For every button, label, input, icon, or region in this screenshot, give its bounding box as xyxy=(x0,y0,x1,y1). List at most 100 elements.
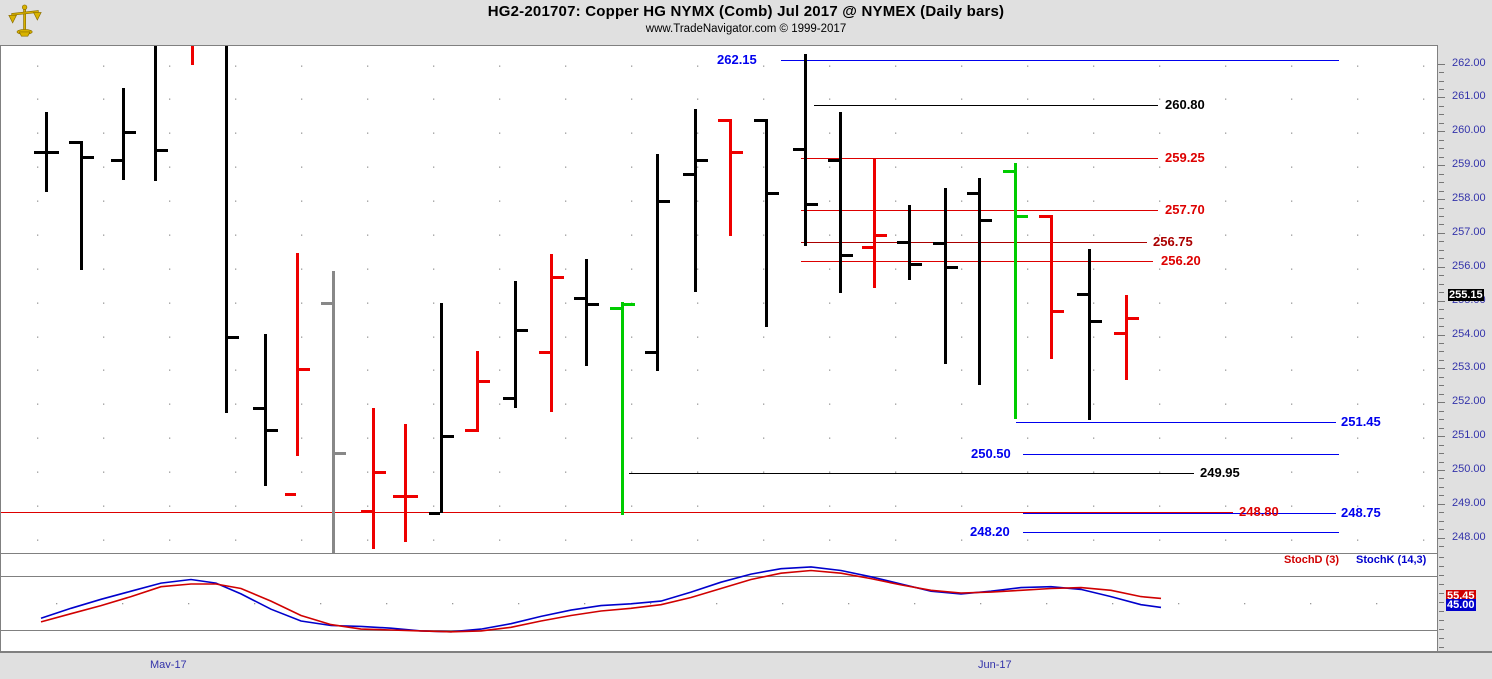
price-axis-minor-tick xyxy=(1439,351,1444,352)
price-axis-label: 257.00 xyxy=(1452,226,1486,238)
price-axis-tick xyxy=(1438,538,1445,539)
stochastic-pane[interactable] xyxy=(0,553,1438,652)
ohlc-close-tick xyxy=(1017,215,1028,219)
ohlc-open-tick xyxy=(610,306,621,310)
ohlc-bar[interactable] xyxy=(332,271,335,554)
price-axis-minor-tick xyxy=(1439,81,1444,82)
price-axis[interactable]: 262.00 261.00 260.00 259.00 258.00 257.00 256.… xyxy=(1437,45,1492,553)
price-axis-minor-tick xyxy=(1439,394,1444,395)
price-level-line[interactable] xyxy=(801,158,1158,159)
price-axis-tick xyxy=(1438,504,1445,505)
ohlc-bar[interactable] xyxy=(440,303,443,514)
ohlc-close-tick xyxy=(1091,320,1102,324)
price-axis-tick xyxy=(1438,470,1445,471)
ohlc-close-tick xyxy=(768,191,779,195)
price-axis-minor-tick xyxy=(1439,428,1444,429)
ohlc-bar[interactable] xyxy=(621,301,624,516)
stoch-k-value: 45.00 xyxy=(1446,599,1476,611)
price-axis-minor-tick xyxy=(1439,224,1444,225)
price-level-line[interactable] xyxy=(1023,513,1336,514)
price-axis-minor-tick xyxy=(1439,318,1444,319)
price-level-line[interactable] xyxy=(801,261,1153,262)
ohlc-open-tick xyxy=(34,150,45,154)
ohlc-bar[interactable] xyxy=(585,259,588,367)
ohlc-bar[interactable] xyxy=(656,154,659,372)
ohlc-bar[interactable] xyxy=(80,140,83,270)
ohlc-bar[interactable] xyxy=(944,188,947,365)
price-axis-tick xyxy=(1438,233,1445,234)
ohlc-bar[interactable] xyxy=(873,159,876,289)
ohlc-bar[interactable] xyxy=(729,118,732,236)
balance-scale-icon xyxy=(8,4,42,37)
ohlc-bar[interactable] xyxy=(1050,215,1053,360)
price-level-label: 260.80 xyxy=(1165,97,1205,112)
price-chart-pane[interactable]: 262.15 260.80 259.25 257.70 256.75 256.20 251.… xyxy=(0,45,1438,554)
price-axis-minor-tick xyxy=(1439,512,1444,513)
ohlc-bar[interactable] xyxy=(1088,249,1091,421)
ohlc-bars xyxy=(1,46,1438,554)
ohlc-bar[interactable] xyxy=(1014,162,1017,419)
price-axis-minor-tick xyxy=(1439,241,1444,242)
stoch-axis-tick xyxy=(1439,629,1444,630)
stoch-axis-tick xyxy=(1439,638,1444,639)
ohlc-close-tick xyxy=(335,452,346,456)
ohlc-bar[interactable] xyxy=(191,46,194,65)
price-level-line[interactable] xyxy=(1,512,1233,513)
stoch-k-legend[interactable]: StochK (14,3) xyxy=(1356,554,1427,566)
price-axis-label: 253.00 xyxy=(1452,361,1486,373)
ohlc-bar[interactable] xyxy=(694,108,697,292)
price-axis-minor-tick xyxy=(1439,377,1444,378)
price-axis-label: 252.00 xyxy=(1452,395,1486,407)
price-axis-minor-tick xyxy=(1439,411,1444,412)
ohlc-bar[interactable] xyxy=(839,112,842,294)
price-axis-minor-tick xyxy=(1439,284,1444,285)
ohlc-bar[interactable] xyxy=(550,254,553,412)
ohlc-bar[interactable] xyxy=(264,333,267,487)
stoch-d-legend[interactable]: StochD (3) xyxy=(1284,554,1339,566)
ohlc-open-tick xyxy=(862,245,873,249)
price-axis-label: 254.00 xyxy=(1452,328,1486,340)
price-level-line[interactable] xyxy=(1023,532,1339,533)
ohlc-close-tick xyxy=(732,150,743,154)
price-axis-tick xyxy=(1438,199,1445,200)
price-level-line[interactable] xyxy=(1016,422,1336,423)
price-axis-minor-tick xyxy=(1439,140,1444,141)
ohlc-open-tick xyxy=(683,173,694,176)
price-level-line[interactable] xyxy=(781,60,1339,61)
price-axis-minor-tick xyxy=(1439,487,1444,488)
page-title: HG2-201707: Copper HG NYMX (Comb) Jul 20… xyxy=(487,3,1005,20)
ohlc-bar[interactable] xyxy=(372,408,375,549)
price-axis-label: 260.00 xyxy=(1452,124,1486,136)
ohlc-bar[interactable] xyxy=(978,178,981,385)
ohlc-open-tick xyxy=(285,493,296,497)
price-axis-tick xyxy=(1438,402,1445,403)
ohlc-bar[interactable] xyxy=(154,46,157,182)
price-level-line[interactable] xyxy=(814,105,1158,106)
price-axis-tick xyxy=(1438,64,1445,65)
ohlc-bar[interactable] xyxy=(296,252,299,456)
price-axis-minor-tick xyxy=(1439,385,1444,386)
ohlc-bar[interactable] xyxy=(45,112,48,192)
price-level-line[interactable] xyxy=(629,473,1194,474)
ohlc-bar[interactable] xyxy=(476,350,479,433)
ohlc-bar[interactable] xyxy=(804,54,807,246)
ohlc-bar[interactable] xyxy=(122,88,125,180)
price-axis-minor-tick xyxy=(1439,72,1444,73)
ohlc-close-tick xyxy=(588,303,599,307)
price-axis-minor-tick xyxy=(1439,157,1444,158)
ohlc-bar[interactable] xyxy=(404,423,407,543)
ohlc-close-tick xyxy=(517,328,528,332)
ohlc-close-tick xyxy=(48,150,59,154)
price-axis-minor-tick xyxy=(1439,216,1444,217)
ohlc-bar[interactable] xyxy=(1125,294,1128,380)
ohlc-bar[interactable] xyxy=(765,118,768,328)
ohlc-bar[interactable] xyxy=(908,205,911,280)
ohlc-bar[interactable] xyxy=(225,46,228,414)
price-level-line[interactable] xyxy=(801,242,1147,243)
ohlc-open-tick xyxy=(393,494,404,498)
price-axis-tick xyxy=(1438,301,1445,302)
price-axis-minor-tick xyxy=(1439,89,1444,90)
price-level-line[interactable] xyxy=(1023,454,1339,455)
price-axis-tick xyxy=(1438,267,1445,268)
ohlc-bar[interactable] xyxy=(514,281,517,409)
